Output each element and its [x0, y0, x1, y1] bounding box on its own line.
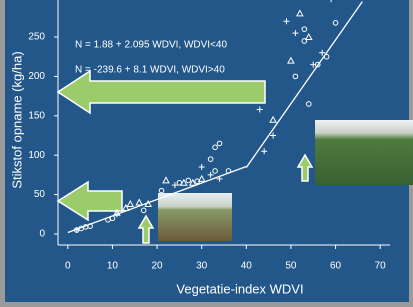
x-tick-label: 40	[241, 261, 253, 272]
x-tick-label: 70	[375, 261, 387, 272]
y-tick-label: 100	[28, 150, 45, 161]
y-tick-label: 50	[34, 189, 46, 200]
equation: N = -239.6 + 8.1 WDVI, WDVI>40	[75, 65, 225, 76]
chart: Stikstof opname (kg/ha) Vegetatie-index …	[0, 0, 413, 307]
equation: N = 1.88 + 2.095 WDVI, WDVI<40	[75, 40, 227, 51]
photo-field-early	[158, 193, 232, 241]
y-tick-label: 250	[28, 32, 45, 43]
x-axis-title: Vegetatie-index WDVI	[176, 281, 303, 296]
x-tick-label: 20	[152, 261, 164, 272]
x-tick-label: 50	[285, 261, 297, 272]
y-tick-label: 200	[28, 71, 45, 82]
y-axis-title: Stikstof opname (kg/ha)	[9, 51, 24, 188]
x-tick-label: 60	[330, 261, 342, 272]
x-tick-label: 10	[107, 261, 119, 272]
photo-field-late	[315, 120, 413, 185]
x-tick-label: 30	[196, 261, 208, 272]
x-tick-label: 0	[65, 261, 71, 272]
y-tick-label: 0	[39, 229, 45, 240]
y-tick-label: 150	[28, 110, 45, 121]
